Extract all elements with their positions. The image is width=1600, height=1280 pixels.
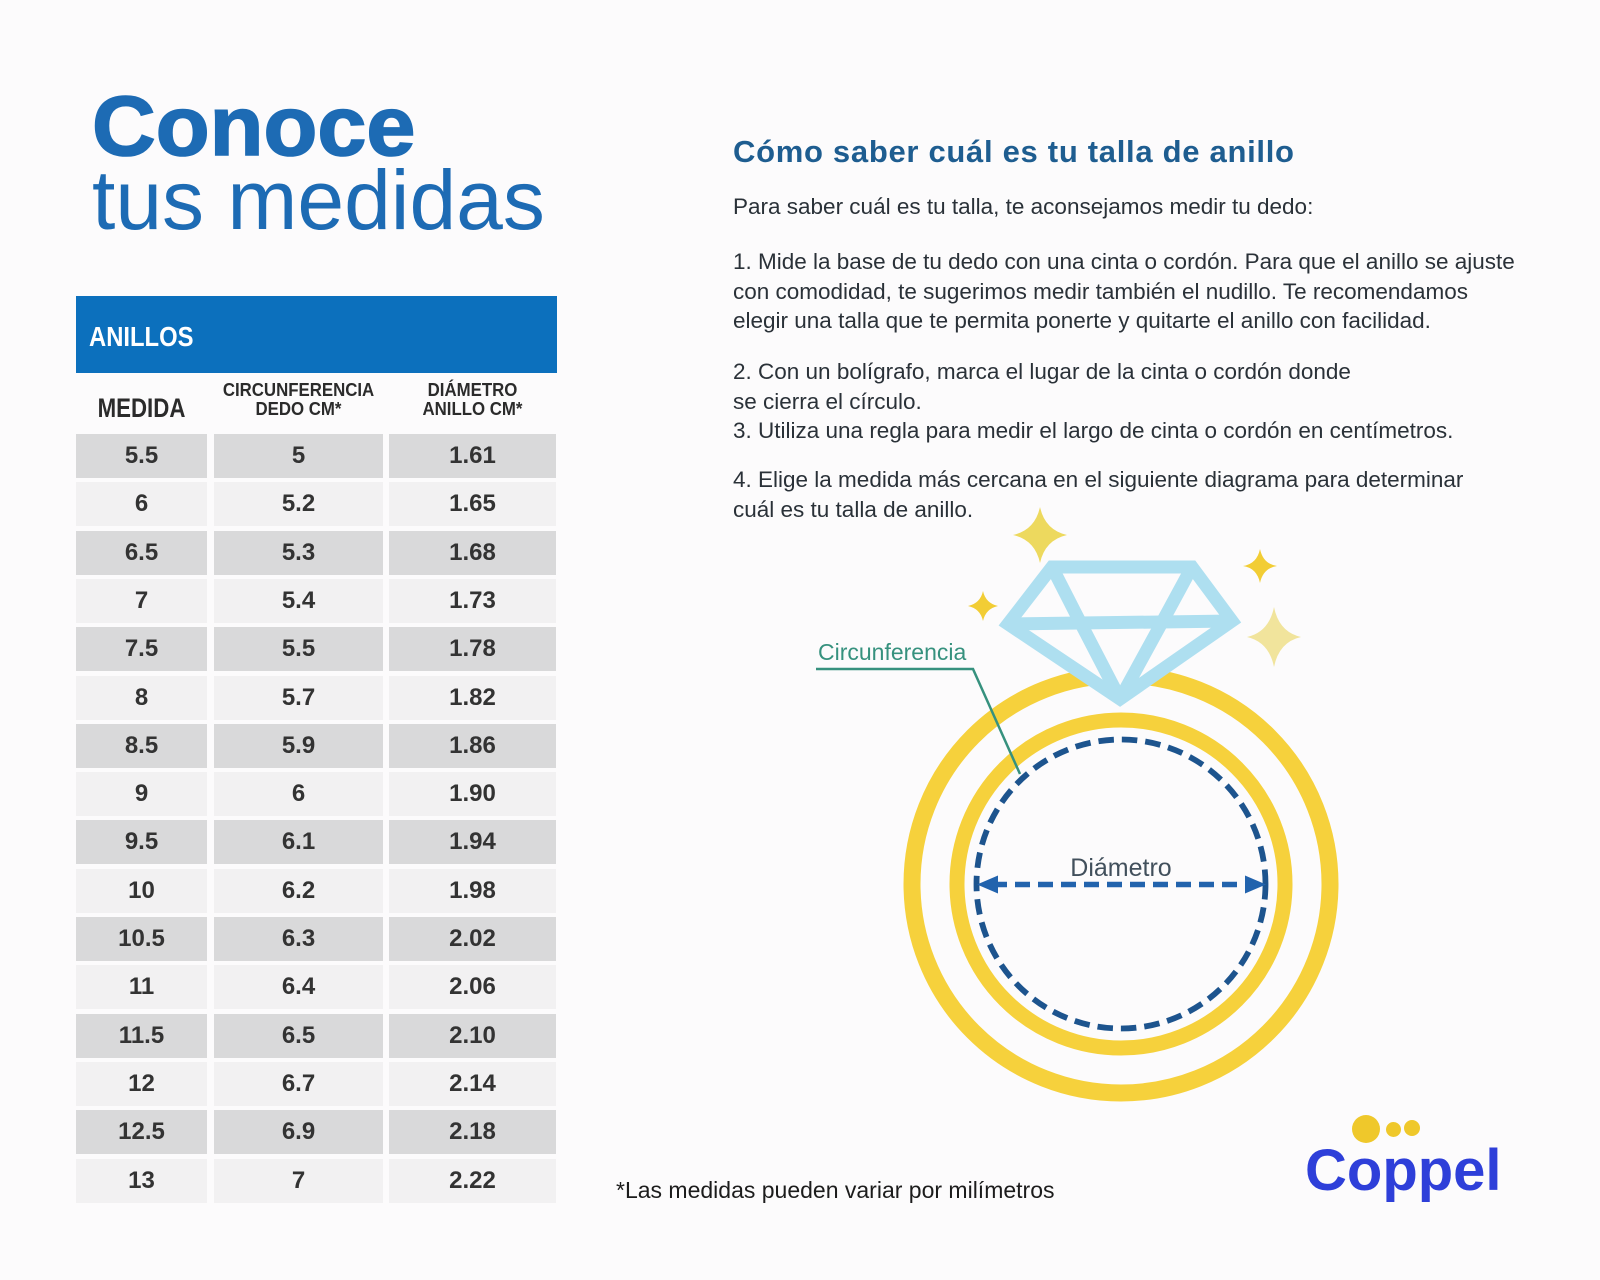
svg-text:Circunferencia: Circunferencia — [818, 639, 966, 665]
svg-text:Diámetro: Diámetro — [1070, 854, 1171, 882]
